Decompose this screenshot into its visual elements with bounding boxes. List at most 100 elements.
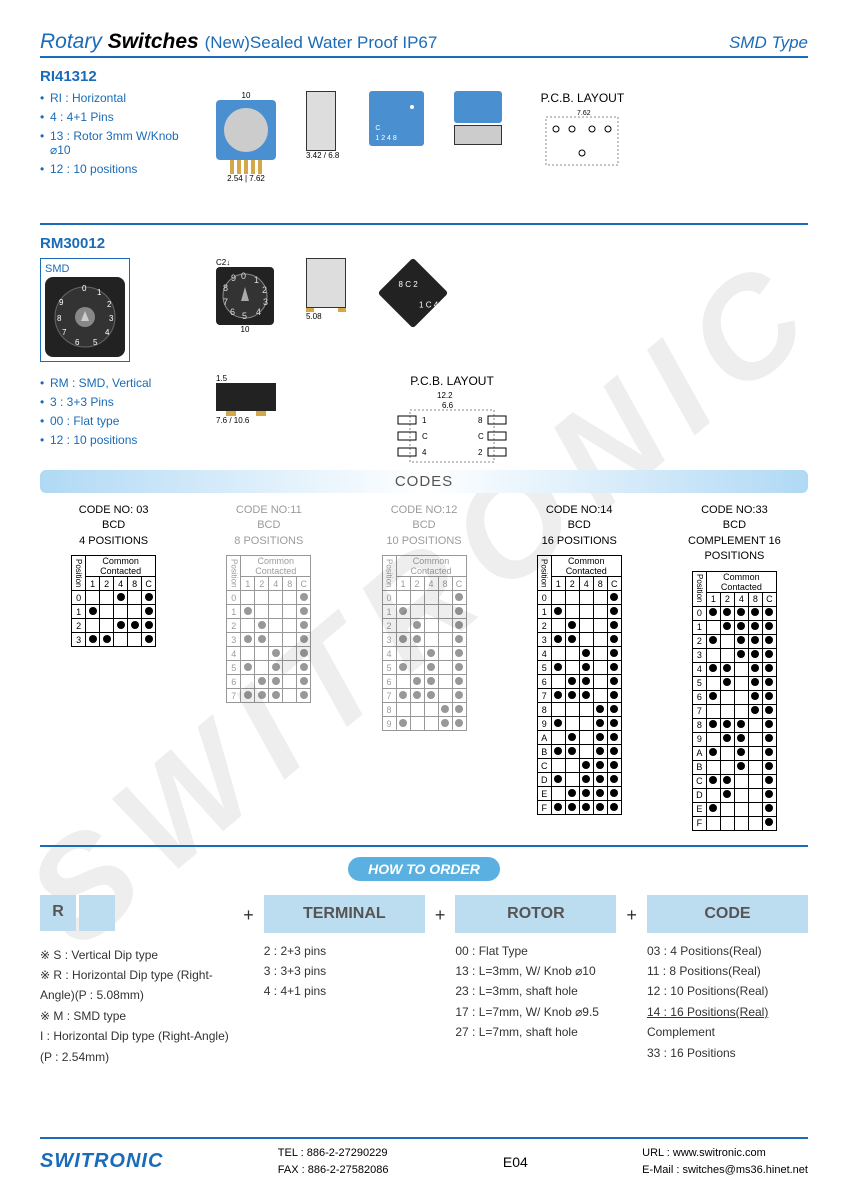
- plus-icon: +: [626, 895, 637, 926]
- foot-web: URL : www.switronic.com E-Mail : switche…: [642, 1145, 808, 1178]
- svg-text:1: 1: [254, 275, 259, 285]
- page-number: E04: [503, 1154, 528, 1170]
- list-item: 23 : L=3mm, shaft hole: [455, 981, 616, 1001]
- code-column: CODE NO: 03BCD4 POSITIONS PositionCommonC…: [40, 503, 187, 831]
- divider: [40, 223, 808, 225]
- list-item: 27 : L=7mm, shaft hole: [455, 1022, 616, 1042]
- code-column: CODE NO:11BCD8 POSITIONS PositionCommonCo…: [195, 503, 342, 831]
- code-column: CODE NO:33BCDCOMPLEMENT 16 POSITIONSPosi…: [661, 503, 808, 831]
- spec-item: 13 : Rotor 3mm W/Knob ⌀10: [40, 129, 190, 157]
- svg-text:8: 8: [478, 416, 483, 425]
- svg-text:9: 9: [59, 298, 64, 307]
- code-table: PositionCommonContacted1248C0123456789AB…: [692, 571, 777, 831]
- title-left: Rotary Switches (New)Sealed Water Proof …: [40, 30, 437, 54]
- list-item: 14 : 16 Positions(Real): [647, 1002, 808, 1022]
- code-column: CODE NO:14BCD16 POSITIONS PositionCommonC…: [506, 503, 653, 831]
- code-header: CODE NO:33BCDCOMPLEMENT 16 POSITIONS: [661, 503, 808, 565]
- code-header: CODE NO:12BCD10 POSITIONS: [350, 503, 497, 549]
- prefix-box: R: [40, 895, 76, 931]
- list-item: 00 : Flat Type: [455, 941, 616, 961]
- pcb-label: P.C.B. LAYOUT: [382, 374, 522, 388]
- spec-item: 12 : 10 positions: [40, 433, 190, 447]
- svg-text:3: 3: [109, 314, 114, 323]
- svg-text:1: 1: [97, 288, 102, 297]
- drawings-2: C2↓ 0123456789 10 5.08 8 C 2: [210, 258, 808, 458]
- plus-icon: +: [435, 895, 446, 926]
- note-item: ※ S : Vertical Dip type: [40, 945, 233, 965]
- dim: 10: [216, 91, 276, 100]
- code-header: CODE NO:11BCD8 POSITIONS: [195, 503, 342, 549]
- list-item: 12 : 10 Positions(Real): [647, 981, 808, 1001]
- order-title: HOW TO ORDER: [348, 857, 500, 881]
- list-item: 11 : 8 Positions(Real): [647, 961, 808, 981]
- foot-contact: TEL : 886-2-27290229 FAX : 886-2-2758208…: [278, 1145, 389, 1178]
- list-item: 4 : 4+1 pins: [264, 981, 425, 1001]
- smd-label: SMD: [45, 263, 125, 275]
- svg-text:6: 6: [230, 307, 235, 317]
- svg-text:7: 7: [223, 297, 228, 307]
- svg-text:5: 5: [93, 338, 98, 347]
- svg-text:9: 9: [231, 273, 236, 283]
- svg-text:7: 7: [62, 328, 67, 337]
- divider: [40, 845, 808, 847]
- smd-box: SMD 0123456789: [40, 258, 130, 362]
- spec-item: RI : Horizontal: [40, 91, 190, 105]
- code-header: CODE NO:14BCD16 POSITIONS: [506, 503, 653, 549]
- title-right: SMD Type: [729, 33, 808, 53]
- list-item: 33 : 16 Positions: [647, 1043, 808, 1063]
- part-rm30012: RM30012 SMD 0123456789 RM : SMD, Vertica…: [40, 235, 808, 458]
- svg-text:1: 1: [422, 416, 427, 425]
- code-table: PositionCommonContacted1248C0123456789AB…: [537, 555, 622, 815]
- code-table: PositionCommonContacted1248C0123: [71, 555, 156, 647]
- spec-item: 4 : 4+1 Pins: [40, 110, 190, 124]
- svg-text:12.2: 12.2: [437, 391, 453, 400]
- pcb-label: P.C.B. LAYOUT: [532, 91, 632, 105]
- codes-row: CODE NO: 03BCD4 POSITIONS PositionCommonC…: [40, 503, 808, 831]
- code-column: CODE NO:12BCD10 POSITIONS PositionCommonC…: [350, 503, 497, 831]
- list-item: 3 : 3+3 pins: [264, 961, 425, 981]
- code-header: CODE NO: 03BCD4 POSITIONS: [40, 503, 187, 549]
- svg-text:6.6: 6.6: [442, 401, 454, 410]
- svg-text:4: 4: [105, 328, 110, 337]
- logo: SWITRONIC: [40, 1150, 163, 1173]
- code-list: 03 : 4 Positions(Real)11 : 8 Positions(R…: [647, 941, 808, 1063]
- rotary-icon: 0123456789: [45, 277, 125, 357]
- title-bold: Switches: [108, 30, 199, 53]
- codes-title: CODES: [40, 470, 808, 493]
- page-header: Rotary Switches (New)Sealed Water Proof …: [40, 30, 808, 58]
- svg-text:0: 0: [82, 284, 87, 293]
- spec-item: 12 : 10 positions: [40, 162, 190, 176]
- svg-text:0: 0: [241, 271, 246, 281]
- svg-text:7.62: 7.62: [577, 110, 591, 117]
- code-table: PositionCommonContacted1248C0123456789: [382, 555, 467, 731]
- spec-item: 00 : Flat type: [40, 414, 190, 428]
- list-item: 2 : 2+3 pins: [264, 941, 425, 961]
- terminal-list: 2 : 2+3 pins3 : 3+3 pins4 : 4+1 pins: [264, 941, 425, 1002]
- note-item: I : Horizontal Dip type (Right-Angle)(P …: [40, 1026, 233, 1067]
- specs-list: RM : SMD, Vertical3 : 3+3 Pins00 : Flat …: [40, 376, 190, 447]
- list-item: 03 : 4 Positions(Real): [647, 941, 808, 961]
- svg-text:2: 2: [107, 300, 112, 309]
- svg-text:5: 5: [242, 311, 247, 321]
- terminal-box: TERMINAL: [264, 895, 425, 933]
- note-item: ※ R : Horizontal Dip type (Right-Angle)(…: [40, 965, 233, 1006]
- svg-text:2: 2: [262, 285, 267, 295]
- rotor-list: 00 : Flat Type13 : L=3mm, W/ Knob ⌀1023 …: [455, 941, 616, 1043]
- order-section: HOW TO ORDER R ※ S : Vertical Dip type※ …: [40, 857, 808, 1067]
- pcb-layout-icon: 12.2 6.6 1 C 4 8 C 2: [382, 388, 522, 468]
- svg-text:8: 8: [223, 283, 228, 293]
- svg-text:C: C: [422, 432, 428, 441]
- list-item: 13 : L=3mm, W/ Knob ⌀10: [455, 961, 616, 981]
- note-item: ※ M : SMD type: [40, 1006, 233, 1026]
- specs-list: RI : Horizontal 4 : 4+1 Pins 13 : Rotor 3m…: [40, 91, 190, 211]
- svg-text:2: 2: [478, 448, 483, 457]
- spec-item: 3 : 3+3 Pins: [40, 395, 190, 409]
- pcb-layout-icon: 7.62: [532, 105, 632, 175]
- footer: SWITRONIC TEL : 886-2-27290229 FAX : 886…: [40, 1137, 808, 1178]
- svg-text:4: 4: [256, 307, 261, 317]
- prefix-box-empty: [79, 895, 115, 931]
- part-ri41312: RI41312 RI : Horizontal4 : 4+1 Pins13 : …: [40, 68, 808, 211]
- svg-text:4: 4: [422, 448, 427, 457]
- code-table: PositionCommonContacted1248C01234567: [226, 555, 311, 703]
- svg-text:C: C: [478, 432, 484, 441]
